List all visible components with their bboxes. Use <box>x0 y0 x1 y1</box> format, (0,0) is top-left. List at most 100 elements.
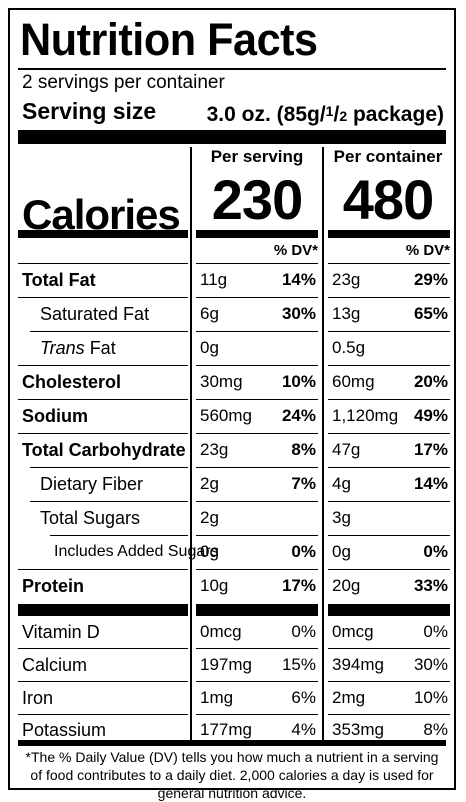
column-divider-1 <box>190 147 192 741</box>
row-calcium-name: Calcium <box>22 655 88 675</box>
row-rule <box>328 399 450 400</box>
carbohydrate-container-dv: 17% <box>413 440 448 459</box>
sugars-container-amount: 3g <box>332 508 351 527</box>
row-rule <box>196 467 318 468</box>
vitamin-d-container-dv: 0% <box>423 622 448 641</box>
serving-size-label: Serving size <box>22 98 157 124</box>
calcium-serving-dv: 15% <box>281 655 316 674</box>
row-rule <box>196 501 318 502</box>
row-rule <box>196 331 318 332</box>
potassium-container-dv: 8% <box>423 720 448 739</box>
row-iron-name: Iron <box>22 688 54 708</box>
row-rule <box>18 569 188 570</box>
row-rule <box>196 297 318 298</box>
row-rule <box>30 501 188 502</box>
row-rule <box>328 501 450 502</box>
serving-size-value: 3.0 oz. (85g/1/2 package) <box>206 103 444 126</box>
potassium-serving-amount: 177mg <box>200 720 252 739</box>
cholesterol-container-dv: 20% <box>413 372 448 391</box>
calories-per-serving: 230 <box>211 168 303 231</box>
carbohydrate-serving-dv: 8% <box>291 440 316 459</box>
protein-serving-amount: 10g <box>200 576 229 595</box>
total-fat-serving-dv: 14% <box>281 270 316 289</box>
carbohydrate-serving-amount: 23g <box>200 440 229 459</box>
row-rule <box>18 433 188 434</box>
row-rule <box>196 263 318 264</box>
row-rule <box>328 297 450 298</box>
row-rule <box>196 714 318 715</box>
cholesterol-serving-dv: 10% <box>281 372 316 391</box>
row-rule <box>18 263 188 264</box>
sodium-container-amount: 1,120mg <box>332 406 399 425</box>
row-rule <box>18 681 188 682</box>
row-rule <box>196 433 318 434</box>
fiber-container-amount: 4g <box>332 474 351 493</box>
row-total-sugars-name: Total Sugars <box>40 508 141 528</box>
row-rule <box>18 714 188 715</box>
calcium-container-amount: 394mg <box>332 655 384 674</box>
row-rule <box>196 535 318 536</box>
calories-rule-right <box>328 230 450 238</box>
sugars-serving-amount: 2g <box>200 508 219 527</box>
dv-header-container: % DV* <box>405 242 450 259</box>
vitamin-d-serving-dv: 0% <box>291 622 316 641</box>
row-cholesterol-name: Cholesterol <box>22 372 122 392</box>
row-rule <box>328 569 450 570</box>
calories-per-container: 480 <box>342 168 434 231</box>
row-rule <box>328 648 450 649</box>
iron-container-amount: 2mg <box>332 688 366 707</box>
iron-container-dv: 10% <box>413 688 448 707</box>
vitamin-d-container-amount: 0mcg <box>332 622 374 641</box>
potassium-serving-dv: 4% <box>291 720 316 739</box>
row-sodium-name: Sodium <box>22 406 88 426</box>
saturated-fat-container-dv: 65% <box>413 304 448 323</box>
row-rule <box>18 648 188 649</box>
row-rule <box>328 263 450 264</box>
calcium-serving-amount: 197mg <box>200 655 252 674</box>
fiber-container-dv: 14% <box>413 474 448 493</box>
total-fat-container-amount: 23g <box>332 270 361 289</box>
fiber-serving-amount: 2g <box>200 474 219 493</box>
added-sugars-container-amount: 0g <box>332 542 351 561</box>
nutrition-facts-label: Nutrition Facts 2 servings per container… <box>8 8 456 801</box>
vitamin-d-serving-amount: 0mcg <box>200 622 242 641</box>
row-rule <box>328 681 450 682</box>
row-rule <box>18 297 188 298</box>
per-serving-header: Per serving <box>210 147 304 166</box>
row-total-fat-name: Total Fat <box>22 270 96 290</box>
dv-header-serving: % DV* <box>273 242 318 259</box>
iron-serving-dv: 6% <box>291 688 316 707</box>
saturated-fat-container-amount: 13g <box>332 304 361 323</box>
row-rule <box>328 365 450 366</box>
row-total-carbohydrate-name: Total Carbohydrate <box>22 440 186 460</box>
potassium-container-amount: 353mg <box>332 720 384 739</box>
thick-rule <box>328 604 450 616</box>
row-rule <box>328 331 450 332</box>
servings-per-container: 2 servings per container <box>22 72 225 93</box>
calcium-container-dv: 30% <box>413 655 448 674</box>
row-rule <box>196 569 318 570</box>
row-rule <box>328 535 450 536</box>
label-title: Nutrition Facts <box>20 14 318 65</box>
thick-rule <box>18 604 188 616</box>
calories-rule-left <box>18 230 188 238</box>
row-protein-name: Protein <box>22 576 85 596</box>
row-potassium-name: Potassium <box>22 720 107 740</box>
added-sugars-serving-amount: 0g <box>200 542 219 561</box>
sodium-serving-amount: 560mg <box>200 406 252 425</box>
row-rule <box>328 714 450 715</box>
row-trans-fat-name: Trans Fat <box>40 338 116 358</box>
column-divider-2 <box>322 147 324 741</box>
thick-divider-bottom <box>18 740 446 746</box>
row-rule <box>328 467 450 468</box>
added-sugars-serving-dv: 0% <box>291 542 316 561</box>
added-sugars-container-dv: 0% <box>423 542 448 561</box>
iron-serving-amount: 1mg <box>200 688 234 707</box>
fiber-serving-dv: 7% <box>291 474 316 493</box>
sodium-container-dv: 49% <box>413 406 448 425</box>
row-rule <box>30 467 188 468</box>
row-rule <box>196 648 318 649</box>
row-vitamin-d-name: Vitamin D <box>22 622 100 642</box>
protein-container-dv: 33% <box>413 576 448 595</box>
row-rule <box>18 365 188 366</box>
